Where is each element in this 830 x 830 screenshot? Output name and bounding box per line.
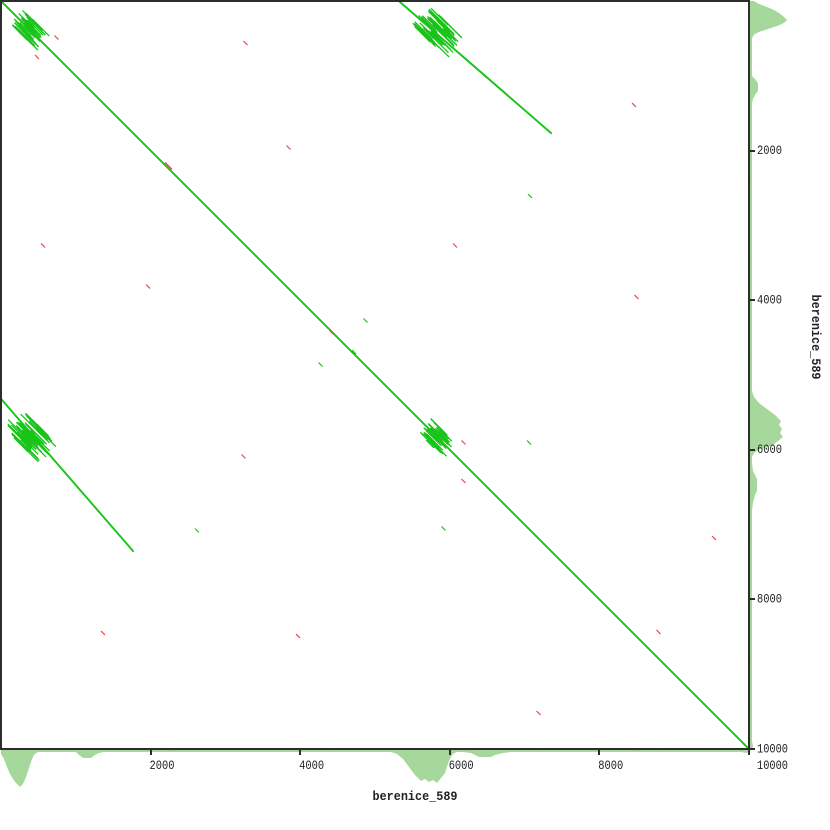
- svg-text:berenice_589: berenice_589: [373, 789, 458, 804]
- svg-text:10000: 10000: [757, 742, 788, 757]
- svg-text:8000: 8000: [757, 592, 782, 607]
- svg-text:6000: 6000: [449, 758, 474, 773]
- svg-text:berenice_589: berenice_589: [808, 295, 823, 380]
- svg-text:4000: 4000: [757, 293, 782, 308]
- svg-text:6000: 6000: [757, 442, 782, 457]
- svg-text:10000: 10000: [757, 758, 788, 773]
- svg-text:4000: 4000: [299, 758, 324, 773]
- svg-text:8000: 8000: [598, 758, 623, 773]
- svg-text:2000: 2000: [757, 143, 782, 158]
- svg-text:2000: 2000: [150, 758, 175, 773]
